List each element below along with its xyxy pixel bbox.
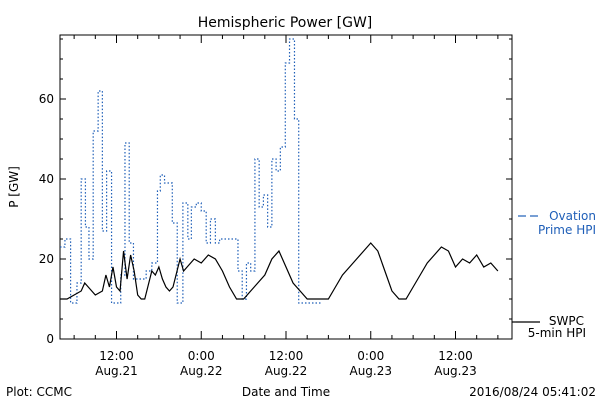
x-tick-date: Aug.22 [265, 364, 308, 378]
x-tick-date: Aug.21 [95, 364, 138, 378]
y-tick-label: 40 [39, 172, 54, 186]
x-tick-time: 12:00 [99, 349, 134, 363]
footer-right: 2016/08/24 05:41:02 [469, 385, 596, 399]
y-axis: 0 20 40 60 [39, 38, 512, 346]
series-line-swpc-5min-hpi [60, 242, 499, 300]
legend-label-ovation-2: Prime HPI [538, 223, 596, 237]
plot-frame [59, 34, 513, 340]
legend-label-swpc-1: SWPC [549, 314, 584, 328]
legend-label-swpc-2: 5-min HPI [528, 326, 586, 340]
y-axis-label: P [GW] [7, 166, 21, 208]
y-tick-label: 20 [39, 252, 54, 266]
x-tick-date: Aug.23 [349, 364, 392, 378]
series-layer [60, 38, 499, 304]
footer-center: Date and Time [242, 385, 330, 399]
x-tick-time: 0:00 [357, 349, 384, 363]
chart-title: Hemispheric Power [GW] [198, 15, 373, 31]
x-axis: 12:00Aug.210:00Aug.2212:00Aug.220:00Aug.… [73, 35, 499, 378]
x-tick-time: 12:00 [269, 349, 304, 363]
x-tick-time: 0:00 [188, 349, 215, 363]
y-tick-label: 60 [39, 92, 54, 106]
x-tick-date: Aug.22 [180, 364, 223, 378]
x-tick-time: 12:00 [438, 349, 473, 363]
y-tick-label: 0 [46, 332, 54, 346]
series-line-ovation-prime-hpi [60, 38, 323, 304]
footer-left: Plot: CCMC [6, 385, 72, 399]
legend-label-ovation-1: Ovation [549, 209, 596, 223]
x-tick-date: Aug.23 [434, 364, 477, 378]
